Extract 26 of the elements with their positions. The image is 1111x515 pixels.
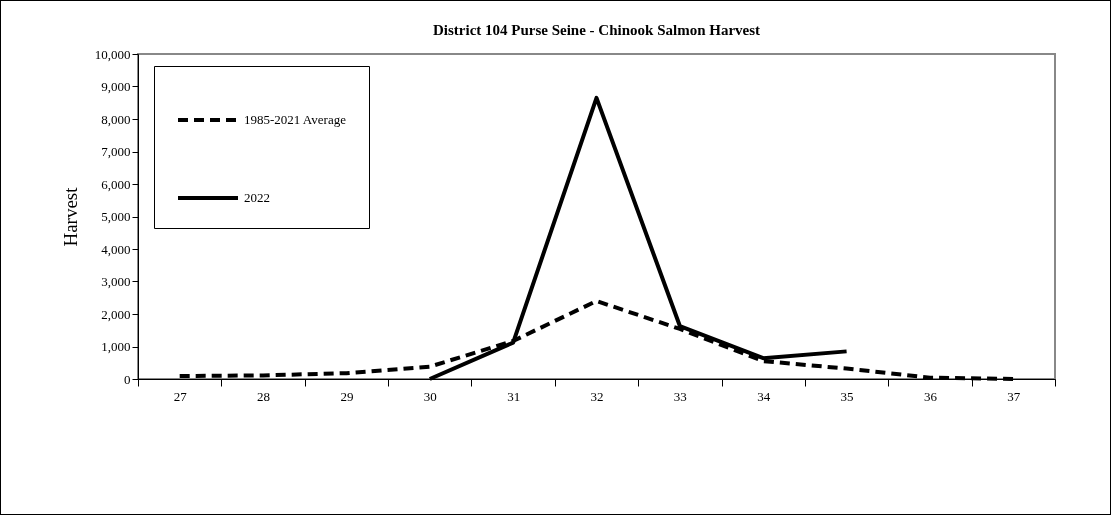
x-tick-label: 28 xyxy=(257,388,271,404)
y-axis-title: Harvest xyxy=(59,186,81,247)
y-tick-label: 4,000 xyxy=(101,241,131,257)
x-tick-label: 32 xyxy=(590,388,604,404)
y-tick-label: 6,000 xyxy=(101,176,131,192)
x-tick-label: 36 xyxy=(923,388,938,404)
x-tick-label: 31 xyxy=(507,388,521,404)
x-tick-label: 30 xyxy=(423,388,437,404)
x-tick-label: 37 xyxy=(1007,388,1021,404)
y-tick-label: 7,000 xyxy=(101,144,131,159)
y-tick-label: 8,000 xyxy=(101,111,131,127)
x-tick-label: 35 xyxy=(840,388,854,404)
x-tick-label: 34 xyxy=(757,388,771,404)
y-tick-label: 0 xyxy=(124,371,131,387)
y-tick-label: 3,000 xyxy=(101,274,131,289)
x-tick-label: 27 xyxy=(173,388,188,404)
y-tick-label: 2,000 xyxy=(101,306,131,322)
y-tick-label: 10,000 xyxy=(94,46,131,62)
legend-label: 2022 xyxy=(244,190,270,205)
y-tick-label: 5,000 xyxy=(101,209,131,224)
y-tick-label: 9,000 xyxy=(101,79,131,94)
x-tick-label: 29 xyxy=(340,388,354,404)
chart-title: District 104 Purse Seine - Chinook Salmon Harvest xyxy=(432,22,761,38)
y-tick-label: 1,000 xyxy=(101,339,131,354)
x-tick-label: 33 xyxy=(673,388,687,404)
legend-label: 1985-2021 Average xyxy=(244,112,347,127)
